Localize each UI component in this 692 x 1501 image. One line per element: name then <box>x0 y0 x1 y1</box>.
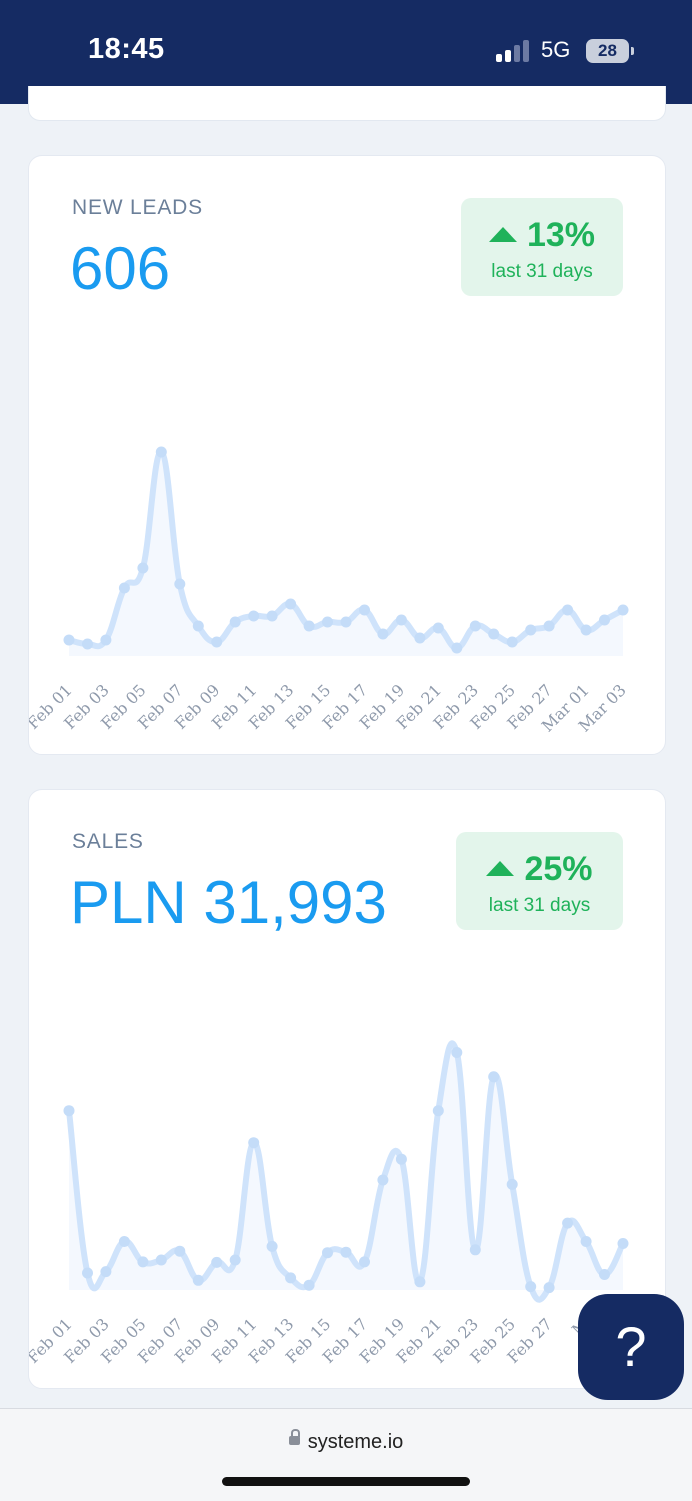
card-value: PLN 31,993 <box>70 869 387 936</box>
data-point <box>118 582 130 594</box>
data-point <box>525 1281 537 1293</box>
data-point <box>63 1105 75 1117</box>
data-point <box>488 628 500 640</box>
data-point <box>211 636 223 648</box>
data-point <box>506 1178 518 1190</box>
change-badge: 25% last 31 days <box>456 832 623 930</box>
data-point <box>340 1246 352 1258</box>
data-point <box>229 1254 241 1266</box>
data-point <box>137 1256 149 1268</box>
sales-card: SALES PLN 31,993 25% last 31 days Feb 01… <box>28 789 666 1389</box>
data-point <box>469 620 481 632</box>
data-point <box>359 604 370 616</box>
data-point <box>562 604 574 616</box>
change-period: last 31 days <box>488 895 591 916</box>
data-point <box>266 1240 278 1252</box>
data-point <box>285 598 297 610</box>
data-point <box>248 1137 260 1149</box>
battery-icon: 28 <box>586 39 629 63</box>
network-type: 5G <box>541 37 571 62</box>
card-title: NEW LEADS <box>72 196 203 219</box>
data-point <box>248 610 260 622</box>
data-point <box>229 616 241 628</box>
data-point <box>599 1269 610 1280</box>
data-point <box>266 610 278 622</box>
data-point <box>211 1256 223 1268</box>
series-area <box>69 1043 623 1300</box>
status-time: 18:45 <box>88 33 165 65</box>
card-value: 606 <box>70 235 171 302</box>
card-title: SALES <box>72 830 144 853</box>
data-point <box>82 638 93 650</box>
data-point <box>414 632 426 644</box>
data-point <box>303 620 315 632</box>
data-point <box>192 620 204 632</box>
data-point <box>562 1217 574 1229</box>
data-point <box>525 624 537 636</box>
data-point <box>63 634 75 646</box>
data-point <box>322 616 333 628</box>
help-button[interactable]: ? <box>578 1294 684 1400</box>
data-point <box>580 624 592 636</box>
lock-icon <box>288 1429 300 1446</box>
data-point <box>174 578 186 590</box>
data-point <box>100 634 112 646</box>
series-area <box>69 451 623 656</box>
data-point <box>580 1236 592 1247</box>
change-period: last 31 days <box>491 261 593 282</box>
data-point <box>469 1244 481 1256</box>
data-point <box>451 642 463 654</box>
home-indicator <box>222 1477 470 1486</box>
data-point <box>155 1254 167 1266</box>
data-point <box>506 636 518 648</box>
data-point <box>174 1245 186 1257</box>
signal-icon <box>496 40 532 62</box>
data-point <box>488 1071 500 1083</box>
data-point <box>395 614 407 626</box>
data-point <box>322 1247 333 1259</box>
data-point <box>543 1282 555 1294</box>
data-point <box>192 1274 204 1286</box>
new-leads-card: NEW LEADS 606 13% last 31 days Feb 01 Feb… <box>28 155 666 755</box>
data-point <box>451 1047 463 1058</box>
data-point <box>599 614 610 626</box>
data-point <box>395 1153 407 1165</box>
browser-bar: systeme.io <box>0 1408 692 1501</box>
data-point <box>340 616 352 628</box>
data-point <box>82 1267 93 1279</box>
url-text: systeme.io <box>307 1431 404 1453</box>
change-percent: 13% <box>526 216 596 254</box>
data-point <box>137 562 149 574</box>
data-point <box>285 1272 297 1284</box>
data-point <box>414 1276 426 1288</box>
url-bar[interactable]: systeme.io <box>0 1429 692 1454</box>
data-point <box>100 1266 112 1278</box>
data-point <box>617 604 629 616</box>
data-point <box>155 446 167 458</box>
data-point <box>432 1105 444 1117</box>
data-point <box>432 622 444 634</box>
change-badge: 13% last 31 days <box>461 198 623 296</box>
arrow-up-icon <box>488 226 517 242</box>
change-percent: 25% <box>524 850 593 888</box>
data-point <box>359 1256 370 1268</box>
data-point <box>617 1238 629 1249</box>
data-point <box>377 628 389 640</box>
data-point <box>303 1279 315 1291</box>
previous-card-edge <box>28 86 666 121</box>
arrow-up-icon <box>486 860 515 876</box>
data-point <box>543 620 555 632</box>
battery-tip <box>631 47 634 55</box>
data-point <box>118 1236 130 1247</box>
data-point <box>377 1174 389 1186</box>
